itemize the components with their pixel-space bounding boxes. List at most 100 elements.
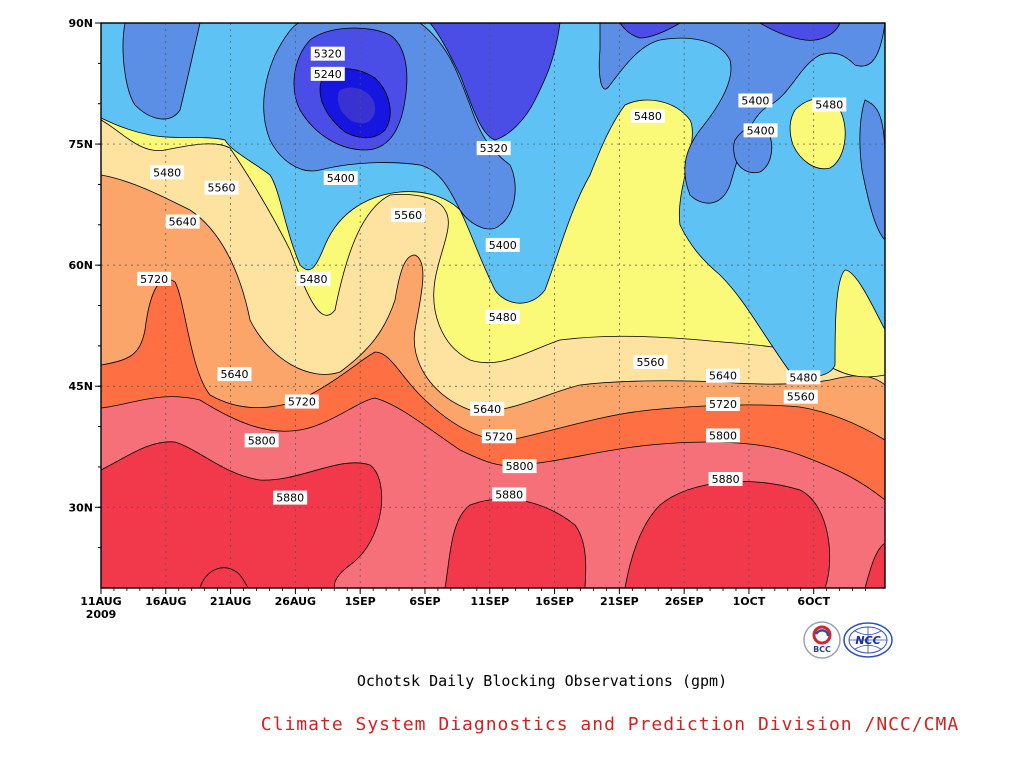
contour-label-box bbox=[310, 46, 345, 61]
bcc-logo-text: BCC bbox=[813, 645, 831, 654]
contour-label: 5480 bbox=[485, 309, 520, 324]
contour-label-text: 5320 bbox=[480, 142, 508, 155]
y-tick-label: 60N bbox=[68, 259, 93, 272]
contour-label: 5800 bbox=[706, 428, 741, 443]
contour-label-text: 5800 bbox=[506, 460, 534, 473]
contour-label-box bbox=[137, 271, 172, 286]
contour-label-box bbox=[706, 396, 741, 411]
contour-label-box bbox=[786, 370, 821, 385]
contour-label-text: 5240 bbox=[314, 68, 342, 81]
contour-label-box bbox=[150, 165, 185, 180]
contour-label: 5720 bbox=[706, 396, 741, 411]
contour-label-text: 5720 bbox=[709, 398, 737, 411]
contour-label-box bbox=[284, 394, 319, 409]
contour-label: 5880 bbox=[273, 490, 308, 505]
contour-label-box bbox=[743, 123, 778, 138]
contour-label: 5480 bbox=[296, 271, 331, 286]
contour-label-text: 5800 bbox=[709, 429, 737, 442]
contour-label: 5480 bbox=[150, 165, 185, 180]
contour-label: 5560 bbox=[633, 355, 668, 369]
contour-label: 5640 bbox=[217, 367, 252, 382]
contour-label-box bbox=[633, 355, 668, 369]
contour-label-text: 5400 bbox=[489, 239, 517, 252]
contour-label: 5800 bbox=[244, 433, 279, 448]
contour-label-text: 5880 bbox=[276, 492, 304, 505]
x-tick-label: 21SEP bbox=[600, 595, 639, 608]
contour-label-box bbox=[708, 472, 743, 487]
contour-label: 5240 bbox=[310, 66, 345, 81]
contour-label-box bbox=[476, 141, 511, 156]
x-tick-label: 2009 bbox=[86, 608, 117, 621]
x-tick-label: 26AUG bbox=[275, 595, 316, 608]
contour-label-box bbox=[492, 487, 527, 502]
x-tick-label: 16SEP bbox=[535, 595, 574, 608]
contour-label: 5640 bbox=[165, 214, 200, 229]
credit-line: Climate System Diagnostics and Predictio… bbox=[260, 714, 960, 735]
ncc-logo: NCC bbox=[843, 622, 893, 658]
x-tick-label: 1SEP bbox=[345, 595, 376, 608]
x-tick-label: 26SEP bbox=[665, 595, 704, 608]
chart-title: Ochotsk Daily Blocking Observations (gpm… bbox=[356, 672, 728, 690]
y-tick-label: 30N bbox=[68, 501, 93, 514]
contour-label-text: 5400 bbox=[747, 124, 775, 137]
y-tick-label: 75N bbox=[68, 138, 93, 151]
contour-label: 5480 bbox=[630, 108, 665, 123]
bcc-logo: BCC bbox=[803, 621, 841, 659]
contour-label-text: 5560 bbox=[394, 209, 422, 222]
contour-label-box bbox=[165, 214, 200, 229]
contour-label: 5480 bbox=[812, 97, 847, 112]
ncc-logo-text: NCC bbox=[855, 634, 880, 647]
contour-label: 5400 bbox=[485, 237, 520, 252]
contour-label-box bbox=[706, 368, 741, 383]
contour-label-text: 5480 bbox=[815, 99, 843, 112]
contour-label: 5640 bbox=[706, 368, 741, 383]
contour-label: 5560 bbox=[391, 208, 426, 223]
contour-label-box bbox=[244, 433, 279, 448]
fill-5240-5320 bbox=[293, 23, 841, 151]
contour-label-box bbox=[812, 97, 847, 112]
contour-label-box bbox=[630, 108, 665, 123]
contour-label-text: 5560 bbox=[208, 182, 236, 195]
x-tick-label: 6OCT bbox=[797, 595, 830, 608]
contour-label-text: 5560 bbox=[636, 356, 664, 369]
contour-label: 5720 bbox=[137, 271, 172, 286]
contour-label-box bbox=[310, 66, 345, 81]
contour-label-text: 5640 bbox=[169, 216, 197, 229]
fill-5240-deep bbox=[337, 87, 376, 124]
contour-label: 5480 bbox=[786, 370, 821, 385]
contour-label-text: 5480 bbox=[489, 311, 517, 324]
contour-label-box bbox=[738, 93, 773, 108]
x-tick-label: 21AUG bbox=[210, 595, 251, 608]
contour-label: 5720 bbox=[481, 429, 516, 444]
contour-label-text: 5720 bbox=[485, 430, 513, 443]
contour-label-text: 5640 bbox=[220, 368, 248, 381]
contour-label-text: 5640 bbox=[709, 370, 737, 383]
contour-label-text: 5320 bbox=[314, 48, 342, 61]
contour-label-box bbox=[204, 180, 239, 195]
contour-label-box bbox=[485, 309, 520, 324]
contour-label-box bbox=[391, 208, 426, 223]
contour-label: 5560 bbox=[783, 389, 818, 404]
contour-label-text: 5880 bbox=[495, 488, 523, 501]
contour-label: 5640 bbox=[470, 401, 505, 416]
contour-label-text: 5720 bbox=[288, 396, 316, 409]
contour-label-text: 5720 bbox=[140, 273, 168, 286]
contour-label-text: 5480 bbox=[789, 371, 817, 384]
contour-label: 5320 bbox=[310, 46, 345, 61]
contour-label: 5320 bbox=[476, 141, 511, 156]
contour-label-text: 5560 bbox=[787, 391, 815, 404]
contour-label-box bbox=[481, 429, 516, 444]
contour-label-text: 5400 bbox=[741, 94, 769, 107]
contour-label-box bbox=[502, 459, 537, 474]
contour-label-text: 5480 bbox=[153, 166, 181, 179]
contour-label-box bbox=[706, 428, 741, 443]
x-tick-label: 16AUG bbox=[145, 595, 186, 608]
contour-label: 5880 bbox=[708, 472, 743, 487]
contour-label-box bbox=[470, 401, 505, 416]
contour-fills bbox=[101, 23, 885, 588]
contour-label-box bbox=[273, 490, 308, 505]
contour-label: 5400 bbox=[323, 170, 358, 185]
contour-labels: 5320 5240 5400 5320 5400 5480 5480 5400 5400 5480… bbox=[137, 46, 847, 505]
contour-label-text: 5800 bbox=[248, 434, 276, 447]
